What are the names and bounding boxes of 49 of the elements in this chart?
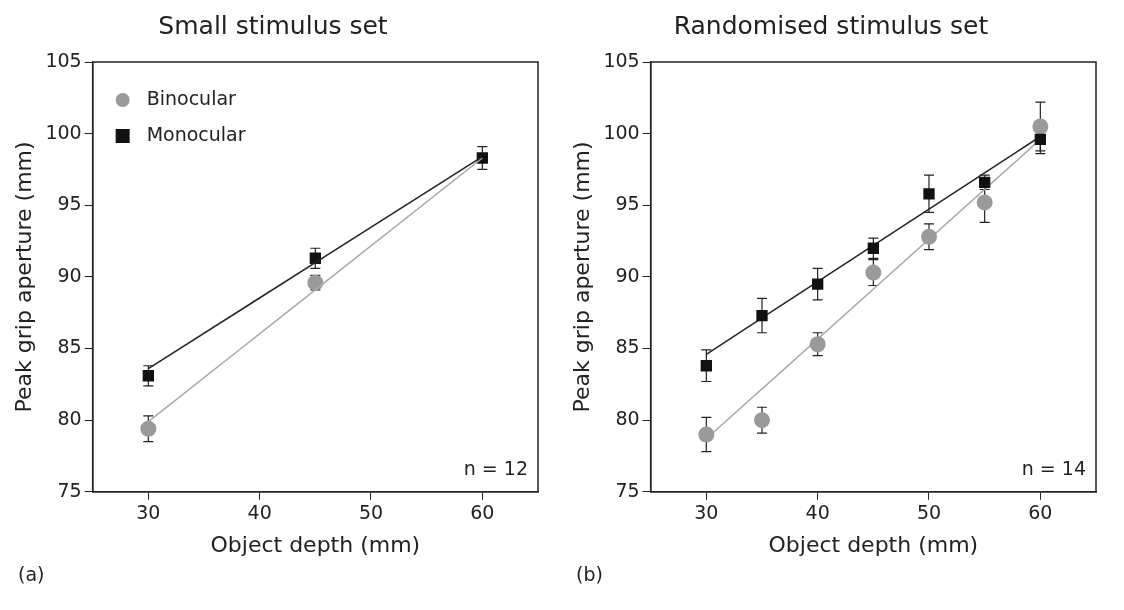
y-tick-label: 90 (615, 263, 640, 286)
x-axis-title: Object depth (mm) (210, 531, 421, 557)
y-tick-label: 75 (57, 478, 82, 501)
y-tick-label: 80 (57, 407, 82, 430)
point (812, 278, 824, 290)
x-tick-label: 40 (805, 501, 830, 524)
point (923, 188, 935, 200)
y-tick-label: 95 (615, 192, 640, 215)
point (976, 194, 993, 211)
legend-label: Monocular (146, 122, 246, 145)
x-tick-label: 50 (358, 501, 384, 524)
annotation: n = 12 (463, 457, 528, 480)
text: (a) (18, 563, 46, 585)
y-axis-title: Peak grip aperture (mm) (568, 141, 594, 413)
chart-title: Small stimulus set (158, 10, 388, 40)
point (1034, 133, 1046, 146)
y-tick-label: 85 (57, 335, 82, 358)
y-tick-label: 90 (57, 263, 82, 286)
y-tick-label: 105 (603, 48, 640, 71)
x-tick-label: 30 (136, 501, 161, 524)
y-tick-label: 80 (615, 407, 640, 430)
point (698, 426, 715, 443)
point (865, 264, 882, 281)
x-tick-label: 40 (247, 501, 272, 524)
point (756, 309, 768, 322)
x-tick-label: 60 (1028, 501, 1053, 524)
y-axis-title: Peak grip aperture (mm) (10, 141, 36, 413)
y-tick-label: 100 (45, 120, 82, 143)
point (754, 412, 770, 429)
legend-label: Binocular (146, 86, 237, 109)
point (700, 360, 712, 372)
y-tick-label: 85 (615, 335, 640, 358)
point (142, 370, 154, 382)
x-tick-label: 60 (470, 501, 495, 524)
x-tick-label: 30 (694, 501, 719, 524)
y-tick-label: 95 (57, 192, 82, 215)
y-tick-label: 105 (45, 48, 82, 71)
point (809, 336, 826, 353)
point (1032, 118, 1049, 135)
point (867, 242, 879, 254)
point (921, 228, 937, 245)
y-tick-label: 75 (615, 478, 640, 501)
y-tick-label: 100 (603, 120, 640, 143)
annotation: n = 14 (1021, 457, 1086, 480)
chart-title: Randomised stimulus set (673, 10, 989, 40)
text: (b) (576, 563, 604, 585)
x-tick-label: 50 (916, 501, 942, 524)
point (140, 420, 157, 437)
x-axis-title: Object depth (mm) (768, 531, 979, 557)
